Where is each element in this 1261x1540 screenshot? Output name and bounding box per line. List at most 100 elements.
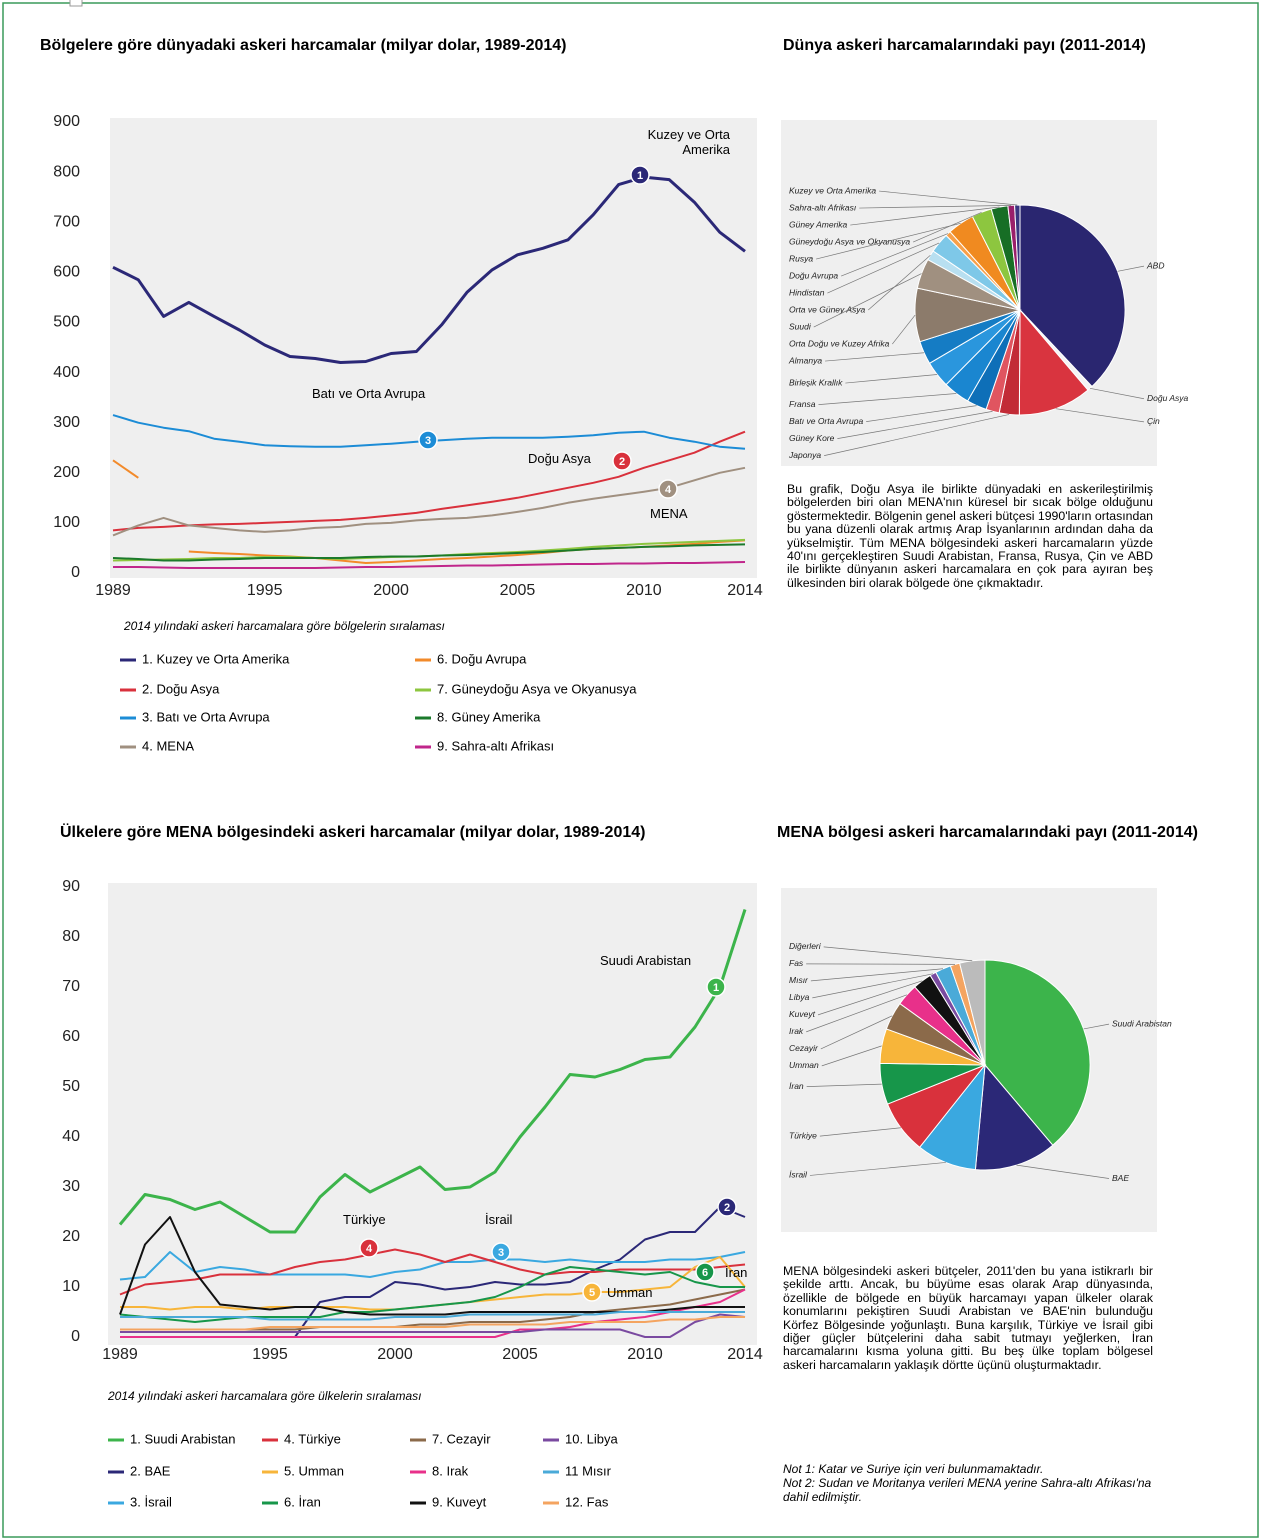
legend-label: 8. Irak [432, 1463, 469, 1478]
pie-label: Sahra-altı Afrikası [789, 202, 856, 212]
annotation: İran [725, 1265, 748, 1280]
annotation: Batı ve Orta Avrupa [312, 386, 426, 401]
leader-line [818, 393, 957, 405]
x-tick-label: 2010 [627, 1346, 663, 1363]
y-tick-label: 500 [53, 314, 80, 331]
pie-label: Rusya [789, 253, 813, 263]
annotation: İsrail [485, 1212, 513, 1227]
leader-line [823, 946, 973, 962]
pie-label: Güney Kore [789, 433, 835, 443]
y-tick-label: 600 [53, 264, 80, 281]
pie-label: Doğu Asya [1147, 393, 1189, 403]
x-tick-label: 1995 [247, 582, 283, 599]
pie-label: Güney Amerika [789, 219, 848, 229]
pie-label: Türkiye [789, 1130, 817, 1140]
plot-background [110, 118, 757, 578]
series-line [113, 561, 746, 569]
leader-line [879, 190, 1018, 206]
leader-line [1083, 1023, 1110, 1030]
badge [582, 1282, 602, 1302]
leader-line [892, 314, 916, 345]
pie-label: Suudi [789, 321, 812, 331]
paragraph: Bu grafik, Doğu Asya ile birlikte dünyad… [787, 482, 1154, 590]
leader-line [820, 1015, 893, 1050]
x-tick-label: 2005 [500, 582, 536, 599]
badge [359, 1238, 379, 1258]
pie-label: Güneydoğu Asya ve Okyanusya [789, 236, 910, 246]
leader-line [912, 211, 982, 243]
leader-line [806, 994, 908, 1033]
pie-label: Çin [1147, 416, 1160, 426]
y-tick-label: 30 [62, 1178, 80, 1195]
legend-label: 8. Güney Amerika [437, 709, 541, 724]
leader-line [812, 973, 934, 999]
leader-line [816, 222, 961, 260]
legend-label: 7. Güneydoğu Asya ve Okyanusya [437, 681, 637, 696]
pie-label: BAE [1112, 1173, 1129, 1183]
pie-label: İran [789, 1081, 804, 1091]
pie-slice [959, 959, 986, 1066]
badge-label: 4 [665, 484, 672, 496]
badge-label: 1 [637, 170, 643, 182]
pie-label: Japonya [788, 450, 821, 460]
series-line [119, 1251, 746, 1281]
annotation: Umman [607, 1285, 653, 1300]
y-tick-label: 90 [62, 878, 80, 895]
pie-label: Diğerleri [789, 941, 822, 951]
pie-label: Kuveyt [789, 1009, 816, 1019]
annotation: MENA [650, 506, 688, 521]
leader-line [824, 414, 1010, 456]
leader-line [827, 242, 940, 294]
badge [630, 165, 650, 185]
series-line [112, 466, 746, 537]
badge-label: 3 [425, 435, 431, 447]
legend-label: 12. Fas [565, 1494, 609, 1509]
chart-title: MENA bölgesi askeri harcamalarındaki pay… [777, 824, 1198, 841]
leader-line [1089, 387, 1145, 400]
y-tick-label: 50 [62, 1078, 80, 1095]
checkbox[interactable] [69, 0, 83, 7]
legend-label: 9. Sahra-altı Afrikası [437, 738, 554, 753]
series-line [112, 543, 746, 562]
pie-slice [1018, 308, 1089, 416]
legend-title: 2014 yılındaki askeri harcamalara göre ü… [107, 1389, 421, 1403]
x-tick-label: 2005 [502, 1346, 538, 1363]
series-line [120, 1311, 745, 1321]
x-tick-label: 2000 [377, 1346, 413, 1363]
pie-label: Batı ve Orta Avrupa [789, 416, 863, 426]
legend-label: 1. Suudi Arabistan [130, 1431, 236, 1446]
y-tick-label: 300 [53, 414, 80, 431]
x-tick-label: 1989 [102, 1346, 138, 1363]
leader-line [845, 374, 938, 384]
legend-label: 7. Cezayir [432, 1431, 491, 1446]
pie-slice [974, 1063, 1054, 1171]
badge [706, 977, 726, 997]
y-tick-label: 20 [62, 1228, 80, 1245]
legend-label: 2. BAE [130, 1463, 171, 1478]
pie-label: Mısır [789, 975, 809, 985]
legend-label: 10. Libya [565, 1431, 619, 1446]
y-tick-label: 80 [62, 928, 80, 945]
leader-line [1016, 1164, 1110, 1179]
badge-label: 5 [589, 1287, 595, 1299]
series-line [120, 1313, 746, 1338]
x-tick-label: 2014 [727, 582, 763, 599]
badge-label: 1 [713, 982, 719, 994]
y-tick-label: 200 [53, 464, 80, 481]
pie-slice [984, 959, 1091, 1146]
y-tick-label: 400 [53, 364, 80, 381]
x-tick-label: 1989 [95, 582, 131, 599]
badge [717, 1197, 737, 1217]
paragraph: MENA bölgesindeki askeri bütçeler, 2011'… [783, 1264, 1153, 1372]
legend-label: 3. Batı ve Orta Avrupa [142, 709, 270, 724]
chart-title: Bölgelere göre dünyadaki askeri harcamal… [40, 37, 567, 54]
badge-label: 6 [702, 1267, 708, 1279]
pie-label: Umman [789, 1060, 819, 1070]
pie-label: Birleşik Krallık [789, 377, 843, 387]
annotation: Kuzey ve Orta Amerika [647, 127, 730, 157]
leader-line [1055, 408, 1145, 423]
badge [695, 1262, 715, 1282]
leader-line [859, 205, 1012, 209]
